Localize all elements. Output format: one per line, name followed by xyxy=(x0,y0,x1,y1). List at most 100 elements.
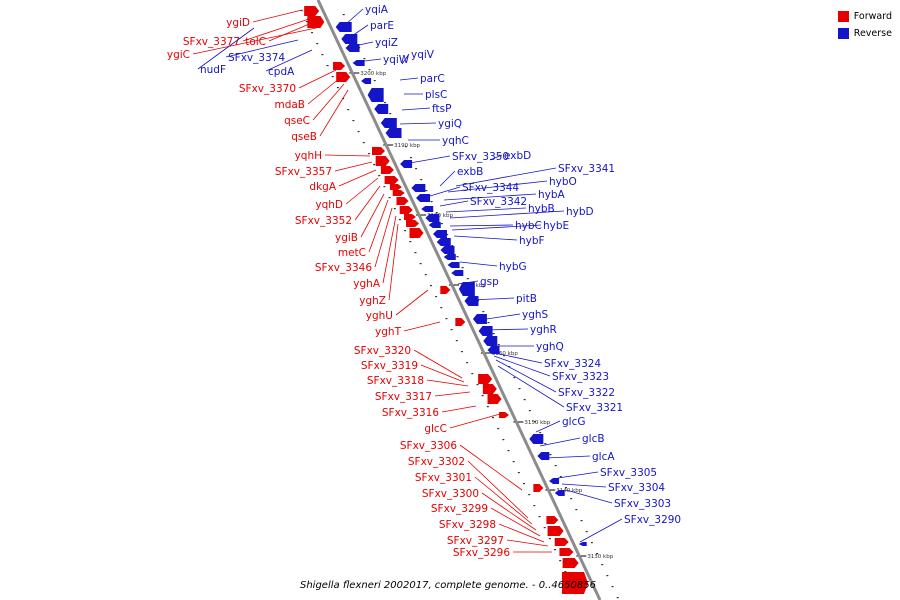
reverse-label-leader xyxy=(345,8,364,25)
forward-gene-block xyxy=(392,190,405,196)
scale-label: 3180 kbp xyxy=(427,213,453,219)
reverse-gene-label: SFxv_3344 xyxy=(462,182,519,194)
reverse-gene-label: yqiW xyxy=(383,54,410,66)
reverse-label-leader xyxy=(539,437,581,447)
reverse-gene-label: hybD xyxy=(566,206,594,218)
reverse-gene-label: yqiV xyxy=(411,49,435,61)
minor-tick xyxy=(507,450,510,452)
reverse-gene-label: exbB xyxy=(457,166,483,178)
legend-forward: Forward xyxy=(837,8,892,25)
forward-label-leader xyxy=(252,9,303,23)
minor-tick xyxy=(482,311,485,313)
minor-tick xyxy=(409,157,412,159)
reverse-gene-label: ftsP xyxy=(432,103,451,115)
forward-gene-label: qseC xyxy=(284,115,310,127)
minor-tick xyxy=(404,230,407,232)
reverse-gene-block xyxy=(458,282,475,296)
minor-tick xyxy=(373,164,376,166)
minor-tick xyxy=(559,476,562,478)
minor-tick xyxy=(311,32,314,34)
minor-tick xyxy=(548,538,551,540)
minor-tick xyxy=(419,263,422,265)
reverse-gene-label: pitB xyxy=(516,293,537,305)
minor-tick xyxy=(316,43,319,45)
reverse-gene-block xyxy=(361,78,372,84)
reverse-label-leader xyxy=(439,200,469,207)
minor-tick xyxy=(300,10,303,12)
reverse-gene-label: hybO xyxy=(549,176,577,188)
minor-tick xyxy=(404,146,407,148)
forward-gene-block xyxy=(559,548,574,556)
minor-tick xyxy=(544,443,547,445)
minor-tick xyxy=(435,212,438,214)
legend: Forward Reverse xyxy=(837,8,892,42)
forward-gene-block xyxy=(562,572,589,594)
reverse-label-leader xyxy=(453,235,518,241)
legend-reverse-swatch xyxy=(837,28,849,39)
minor-tick xyxy=(373,80,376,82)
forward-label-leader xyxy=(312,83,345,121)
reverse-gene-label: gsp xyxy=(480,276,499,288)
reverse-gene-label: nudF xyxy=(200,64,226,76)
reverse-gene-block xyxy=(436,238,451,246)
minor-tick xyxy=(456,256,459,258)
forward-gene-block xyxy=(333,62,346,70)
minor-tick xyxy=(362,142,365,144)
forward-gene-block xyxy=(487,394,502,404)
reverse-gene-label: hybF xyxy=(519,235,545,247)
reverse-label-leader xyxy=(455,167,557,187)
forward-gene-block xyxy=(403,214,416,220)
forward-gene-block xyxy=(482,384,497,394)
reverse-gene-label: glcA xyxy=(592,451,615,463)
minor-tick xyxy=(455,340,458,342)
reverse-gene-label: SFxv_3305 xyxy=(600,467,657,479)
forward-gene-block xyxy=(478,374,493,384)
forward-gene-label: SFxv_3318 xyxy=(367,375,424,387)
reverse-gene-label: SFxv_3323 xyxy=(552,371,609,383)
reverse-label-leader xyxy=(479,313,521,321)
forward-gene-label: SFxv_3317 xyxy=(375,391,432,403)
forward-gene-label: ygiB xyxy=(335,232,358,244)
forward-gene-label: yqhH xyxy=(295,150,322,162)
reverse-gene-label: hybA xyxy=(538,189,566,201)
reverse-gene-label: exbD xyxy=(504,150,531,162)
forward-label-leader xyxy=(319,89,349,137)
reverse-gene-label: yghS xyxy=(522,309,549,321)
reverse-gene-block xyxy=(537,452,550,460)
forward-label-leader xyxy=(449,413,501,429)
forward-gene-label: SFxv_3299 xyxy=(431,503,488,515)
forward-gene-label: SFxv_3319 xyxy=(361,360,418,372)
minor-tick xyxy=(388,197,391,199)
minor-tick xyxy=(398,219,401,221)
reverse-gene-label: parE xyxy=(370,20,394,32)
forward-gene-label: SFxv_3377 xyxy=(183,36,240,48)
forward-label-leader xyxy=(374,207,393,268)
minor-tick xyxy=(596,553,599,555)
minor-tick xyxy=(513,377,516,379)
minor-tick xyxy=(383,186,386,188)
scale-label: 3200 kbp xyxy=(360,71,386,77)
reverse-label-leader xyxy=(429,186,461,197)
reverse-gene-label: yghR xyxy=(530,324,557,336)
forward-gene-label: ygiD xyxy=(226,17,250,29)
minor-tick xyxy=(580,520,583,522)
forward-label-leader xyxy=(345,177,379,205)
forward-gene-label: yghU xyxy=(366,310,393,322)
minor-tick xyxy=(543,527,546,529)
forward-gene-label: metC xyxy=(338,247,366,259)
reverse-label-leader xyxy=(497,365,565,408)
forward-label-leader xyxy=(420,364,465,383)
reverse-gene-block xyxy=(335,22,352,32)
reverse-gene-block xyxy=(443,254,456,260)
reverse-label-leader xyxy=(451,224,542,231)
forward-label-leader xyxy=(506,539,549,547)
forward-gene-label: SFxv_3357 xyxy=(275,166,332,178)
forward-label-leader xyxy=(459,444,523,491)
minor-tick xyxy=(554,465,557,467)
reverse-label-leader xyxy=(197,27,255,70)
reverse-gene-block xyxy=(447,262,460,268)
minor-tick xyxy=(420,179,423,181)
reverse-gene-block xyxy=(421,206,434,212)
minor-tick xyxy=(492,333,495,335)
reverse-gene-block xyxy=(367,88,384,102)
